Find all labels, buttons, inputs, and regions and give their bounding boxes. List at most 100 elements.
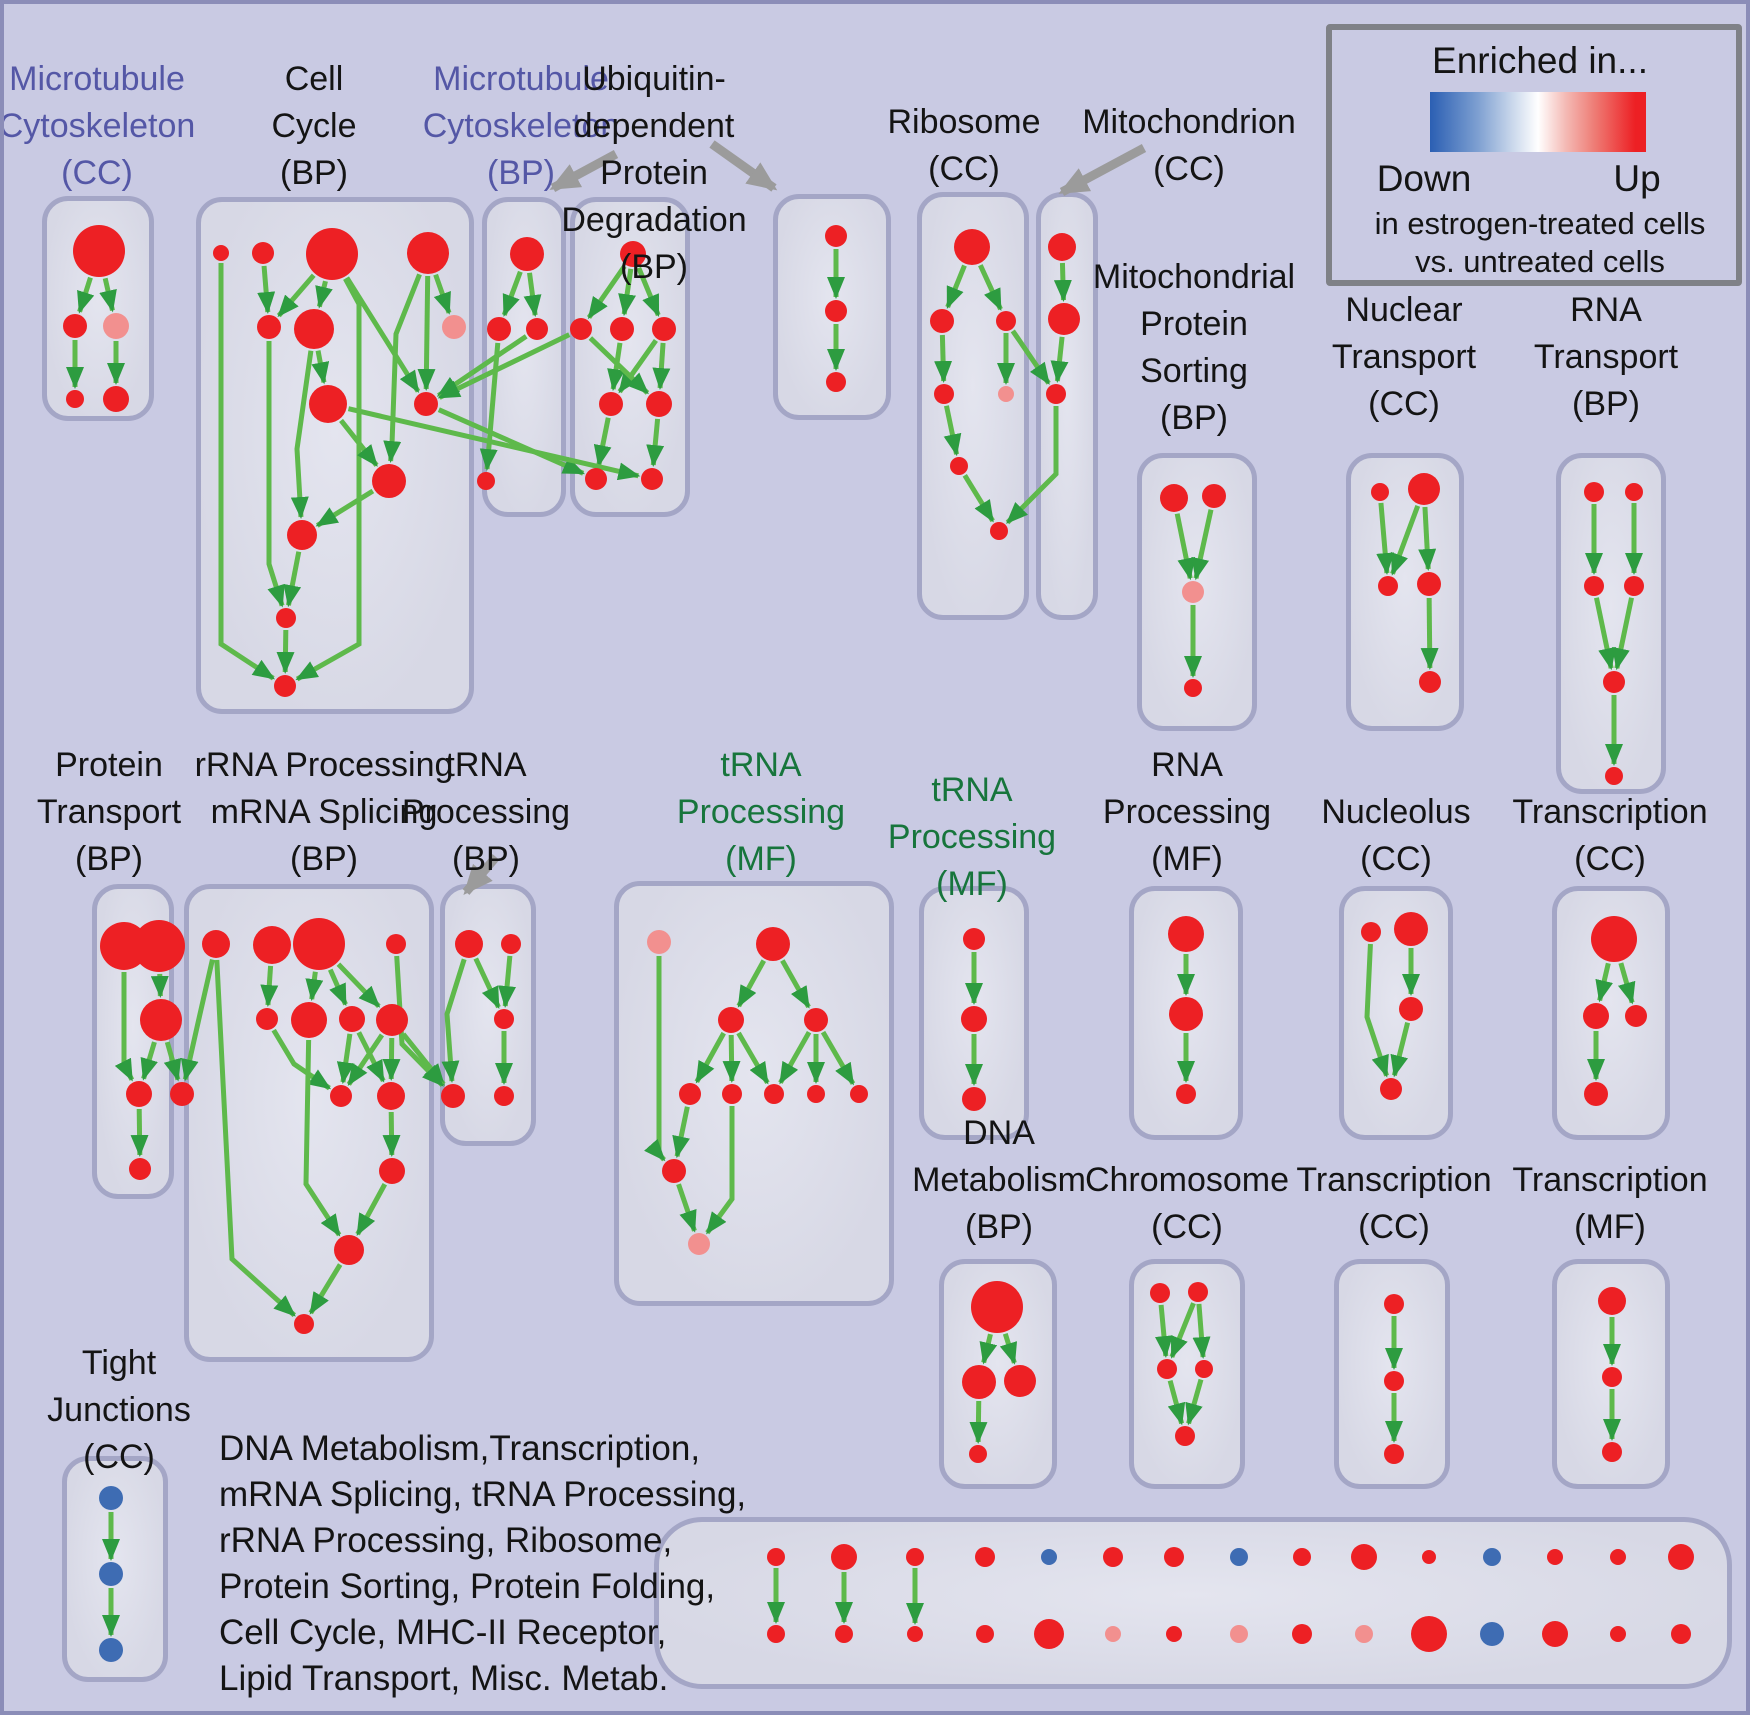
misc-text-line: Protein Sorting, Protein Folding, xyxy=(219,1567,716,1606)
group-label-line: DNA xyxy=(963,1114,1035,1152)
group-label-line: Nuclear xyxy=(1345,291,1463,329)
misc-text-line: Lipid Transport, Misc. Metab. xyxy=(219,1659,669,1698)
group-label-line: (MF) xyxy=(1574,1208,1646,1246)
group-label-line: (CC) xyxy=(1360,840,1432,878)
group-box-transcription-cc-2 xyxy=(1334,1259,1450,1489)
group-label-nuclear-transport-cc: Nuclear Transport (CC) xyxy=(1332,287,1476,428)
group-label-line: tRNA xyxy=(931,771,1013,809)
group-box-tight-junctions-cc xyxy=(62,1456,168,1682)
group-box-trna-processing-bp xyxy=(440,884,536,1146)
group-box-rrna-processing-mrna-splicing-bp xyxy=(184,884,434,1362)
group-box-mitochondrion-cc xyxy=(1036,192,1098,620)
misc-text-line: mRNA Splicing, tRNA Processing, xyxy=(219,1475,747,1514)
group-label-transcription-cc: Transcription (CC) xyxy=(1512,789,1707,883)
group-label-transcription-mf: Transcription (MF) xyxy=(1512,1157,1707,1251)
misc-text-line: DNA Metabolism,Transcription, xyxy=(219,1429,701,1468)
legend-subtitle-2: vs. untreated cells xyxy=(1415,244,1665,279)
group-label-line: Ubiquitin- xyxy=(582,60,726,98)
group-box-rna-transport-bp xyxy=(1556,453,1666,794)
group-label-line: (CC) xyxy=(928,150,1000,188)
group-label-line: tRNA xyxy=(445,746,527,784)
group-label-line: Tight xyxy=(81,1344,157,1382)
group-label-line: Protein xyxy=(55,746,163,784)
group-label-rrna-processing-mrna-splicing-bp: rRNA Processing mRNA Splicing (BP) xyxy=(195,742,454,883)
group-label-line: (BP) xyxy=(965,1208,1033,1246)
group-label-line: Degradation xyxy=(561,201,747,239)
group-label-transcription-cc-2: Transcription (CC) xyxy=(1296,1157,1491,1251)
group-label-line: Microtubule xyxy=(9,60,185,98)
group-box-dna-metabolism-bp xyxy=(939,1259,1057,1489)
group-box-nucleolus-cc xyxy=(1339,886,1453,1140)
group-label-line: Transport xyxy=(1331,338,1477,376)
group-label-line: rRNA Processing xyxy=(194,746,454,784)
group-label-line: (BP) xyxy=(74,840,143,878)
group-label-line: (MF) xyxy=(936,865,1008,903)
group-label-line: (BP) xyxy=(451,840,520,878)
group-box-microtubule-cytoskeleton-cc xyxy=(42,196,154,421)
group-label-microtubule-cytoskeleton-cc: Microtubule Cytoskeleton (CC) xyxy=(0,56,196,197)
group-label-chromosome-cc: Chromosome (CC) xyxy=(1085,1157,1289,1251)
legend-title: Enriched in... xyxy=(1432,40,1648,81)
legend-gradient-bar xyxy=(1430,92,1646,152)
group-box-transcription-cc xyxy=(1552,886,1670,1140)
group-label-line: (BP) xyxy=(290,840,358,878)
group-label-protein-transport-bp: Protein Transport (BP) xyxy=(37,742,181,883)
group-label-line: RNA xyxy=(1151,746,1223,784)
group-label-trna-processing-mf-small: tRNA Processing (MF) xyxy=(888,767,1056,908)
group-label-line: (MF) xyxy=(725,840,797,878)
group-box-mitochondrial-protein-sorting-bp xyxy=(1137,453,1257,731)
legend-up-label: Up xyxy=(1613,158,1661,199)
group-label-line: (BP) xyxy=(280,154,348,192)
group-label-line: RNA xyxy=(1570,291,1642,329)
group-box-protein-transport-bp xyxy=(92,884,174,1199)
group-label-line: (CC) xyxy=(61,154,133,192)
group-label-line: Processing xyxy=(1102,793,1272,831)
group-label-line: (MF) xyxy=(1151,840,1223,878)
group-label-line: Microtubule xyxy=(433,60,609,98)
group-label-line: (CC) xyxy=(1153,150,1225,188)
group-label-dna-metabolism-bp: DNA Metabolism (BP) xyxy=(912,1110,1086,1251)
group-label-line: mRNA Splicing xyxy=(210,793,438,831)
group-label-line: Transcription xyxy=(1512,793,1708,831)
group-box-nuclear-transport-cc xyxy=(1346,453,1464,731)
group-label-line: Processing xyxy=(887,818,1057,856)
group-label-line: Cycle xyxy=(271,107,357,145)
group-label-line: (CC) xyxy=(1358,1208,1430,1246)
group-label-line: Processing xyxy=(676,793,846,831)
group-box-ribosome-cc xyxy=(917,192,1029,620)
legend-subtitle-1: in estrogen-treated cells xyxy=(1374,206,1706,241)
group-label-line: (BP) xyxy=(1160,399,1228,437)
group-label-line: (CC) xyxy=(1368,385,1440,423)
group-label-trna-processing-bp: tRNA Processing (BP) xyxy=(402,742,570,883)
group-label-line: tRNA xyxy=(720,746,802,784)
group-box-trna-processing-mf-large xyxy=(614,881,894,1306)
group-box-microtubule-cytoskeleton-bp xyxy=(482,197,566,517)
misc-text-line: Cell Cycle, MHC-II Receptor, xyxy=(219,1613,667,1652)
group-label-line: Protein xyxy=(600,154,708,192)
group-label-line: Transcription xyxy=(1296,1161,1492,1199)
group-label-line: Cell xyxy=(284,60,344,98)
legend-down-label: Down xyxy=(1376,158,1472,199)
group-label-line: Chromosome xyxy=(1084,1161,1290,1199)
group-box-chromosome-cc xyxy=(1129,1259,1245,1489)
group-label-line: Cytoskeleton xyxy=(0,107,196,145)
group-label-line: Mitochondrial xyxy=(1092,258,1296,296)
group-box-trna-processing-mf-small xyxy=(919,886,1029,1140)
group-label-rna-transport-bp: RNA Transport (BP) xyxy=(1534,287,1678,428)
group-label-line: Transcription xyxy=(1512,1161,1708,1199)
group-label-ubiquitin-degradation-bp: Ubiquitin-dependent Protein Degradation (BP… xyxy=(561,56,746,291)
group-label-line: Cytoskeleton xyxy=(422,107,620,145)
group-label-line: Sorting xyxy=(1140,352,1248,390)
group-box-ubiquitin-degradation-bp-2 xyxy=(773,194,891,420)
misc-categories-text: DNA Metabolism,Transcription, mRNA Splic… xyxy=(219,1426,746,1702)
group-label-line: Transport xyxy=(1533,338,1679,376)
group-label-tight-junctions-cc: Tight Junctions (CC) xyxy=(47,1340,191,1481)
group-label-line: Protein xyxy=(1140,305,1248,343)
group-label-trna-processing-mf-large: tRNA Processing (MF) xyxy=(677,742,845,883)
group-label-microtubule-cytoskeleton-bp: Microtubule Cytoskeleton (BP) xyxy=(423,56,620,197)
group-label-line: (BP) xyxy=(486,154,555,192)
group-label-line: Junctions xyxy=(47,1391,191,1429)
group-label-mitochondrial-protein-sorting-bp: Mitochondrial Protein Sorting (BP) xyxy=(1093,254,1295,442)
group-label-cell-cycle-bp: Cell Cycle (BP) xyxy=(271,56,356,197)
group-label-rna-processing-mf: RNA Processing (MF) xyxy=(1103,742,1271,883)
